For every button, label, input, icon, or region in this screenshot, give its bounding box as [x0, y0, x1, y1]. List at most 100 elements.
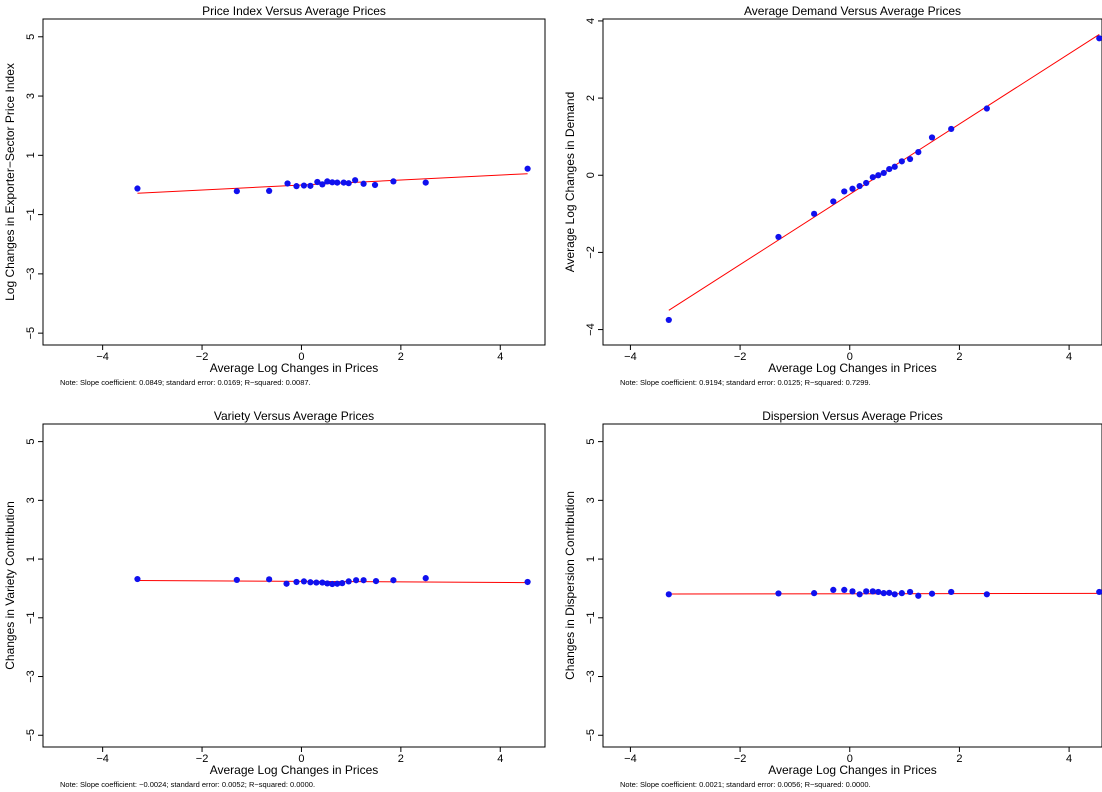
chart-title: Average Demand Versus Average Prices [744, 4, 961, 18]
y-tick-label: 3 [585, 497, 597, 503]
y-tick-label: −5 [25, 729, 37, 742]
y-tick-label: 1 [25, 152, 37, 158]
regression-note: Note: Slope coefficient: 0.9194; standar… [620, 378, 871, 387]
scatter-point [300, 578, 308, 585]
scatter-point [869, 174, 876, 181]
scatter-point [863, 179, 870, 187]
scatter-point [390, 178, 397, 185]
scatter-point [307, 182, 314, 189]
y-axis-title: Log Changes in Exporter−Sector Price Ind… [3, 63, 17, 301]
scatter-point [360, 577, 367, 584]
x-axis-title: Average Log Changes in Prices [210, 361, 379, 375]
regression-note: Note: Slope coefficient: 0.0021; standar… [620, 780, 871, 789]
scatter-point [422, 575, 429, 582]
scatter-point [983, 105, 990, 112]
scatter-point [775, 590, 782, 597]
scatter-point [665, 316, 672, 324]
y-tick-label: −1 [585, 612, 597, 625]
scatter-point [324, 580, 331, 587]
scatter-point [329, 580, 336, 588]
scatter-point [811, 590, 818, 597]
x-axis-title: Average Log Changes in Prices [210, 763, 379, 777]
chart-panel-3: Variety Versus Average Prices −4 −2 0 2 4 −5 −3… [3, 409, 546, 789]
scatter-point [880, 590, 887, 597]
scatter-point [371, 181, 379, 189]
x-tick-label: −4 [96, 351, 109, 363]
scatter-point [856, 591, 863, 598]
scatter-point [353, 577, 360, 584]
y-tick-label: −3 [25, 268, 37, 281]
plot-frame [602, 423, 1102, 748]
scatter-point [334, 179, 341, 186]
scatter-point [345, 578, 352, 585]
scatter-point [284, 180, 291, 187]
scatter-point [319, 579, 326, 586]
x-tick-label: −4 [96, 753, 109, 765]
x-axis-title: Average Log Changes in Prices [768, 361, 937, 375]
scatter-point [891, 591, 898, 598]
x-tick-label: 0 [847, 753, 853, 765]
y-tick-label: 2 [585, 95, 597, 101]
plot-frame [42, 423, 546, 748]
scatter-point [134, 185, 141, 192]
x-tick-label: 0 [298, 351, 304, 363]
scatter-point [863, 588, 870, 595]
scatter-point [314, 178, 321, 186]
scatter-point [886, 165, 893, 173]
scatter-point [928, 590, 936, 597]
x-tick-label: 4 [497, 753, 503, 765]
scatter-point [293, 183, 300, 190]
x-tick-label: −2 [196, 753, 209, 765]
scatter-point [319, 181, 326, 188]
scatter-point [372, 577, 380, 585]
scatter-point [524, 165, 531, 172]
y-tick-label: 3 [25, 497, 37, 503]
scatter-point [875, 172, 882, 179]
y-tick-label: 5 [25, 439, 37, 445]
y-tick-label: −3 [25, 670, 37, 683]
scatter-point [886, 589, 893, 596]
x-tick-label: 4 [497, 351, 503, 363]
x-tick-label: −2 [734, 351, 747, 363]
scatter-point [352, 177, 359, 184]
x-tick-label: 4 [1066, 351, 1072, 363]
scatter-point [266, 576, 273, 583]
scatter-point [1096, 588, 1102, 596]
y-axis-title: Changes in Dispersion Contribution [563, 491, 577, 680]
scatter-point [360, 180, 367, 187]
y-tick-label: −1 [25, 612, 37, 625]
scatter-point [340, 179, 347, 186]
plot-frame [602, 18, 1102, 346]
scatter-point [891, 163, 898, 170]
y-tick-label: −1 [25, 208, 37, 221]
scatter-point [313, 579, 320, 586]
y-tick-label: 5 [25, 34, 37, 40]
scatter-point [524, 578, 531, 586]
x-tick-label: −4 [624, 351, 637, 363]
x-tick-label: 2 [398, 351, 404, 363]
scatter-point [849, 588, 856, 595]
scatter-point [329, 179, 336, 186]
scatter-point [390, 577, 397, 584]
scatter-point [339, 580, 346, 587]
scatter-point [300, 182, 308, 189]
y-tick-label: 1 [25, 556, 37, 562]
chart-title: Price Index Versus Average Prices [202, 4, 386, 18]
y-axis-title: Average Log Changes in Demand [563, 92, 577, 273]
scatter-point [915, 592, 922, 599]
chart-title: Variety Versus Average Prices [214, 409, 374, 423]
scatter-point [1096, 35, 1102, 42]
chart-panel-1: Price Index Versus Average Prices −4 −2 0 2 4… [3, 4, 546, 387]
scatter-point [775, 233, 782, 241]
scatter-point [307, 579, 314, 586]
scatter-point [811, 210, 818, 217]
scatter-point [948, 588, 955, 596]
scatter-point [869, 588, 876, 595]
scatter-point [915, 149, 922, 156]
scatter-point [856, 182, 863, 190]
x-tick-label: 2 [956, 351, 962, 363]
y-tick-label: 0 [585, 172, 597, 178]
y-tick-label: 1 [585, 556, 597, 562]
x-tick-label: −2 [734, 753, 747, 765]
